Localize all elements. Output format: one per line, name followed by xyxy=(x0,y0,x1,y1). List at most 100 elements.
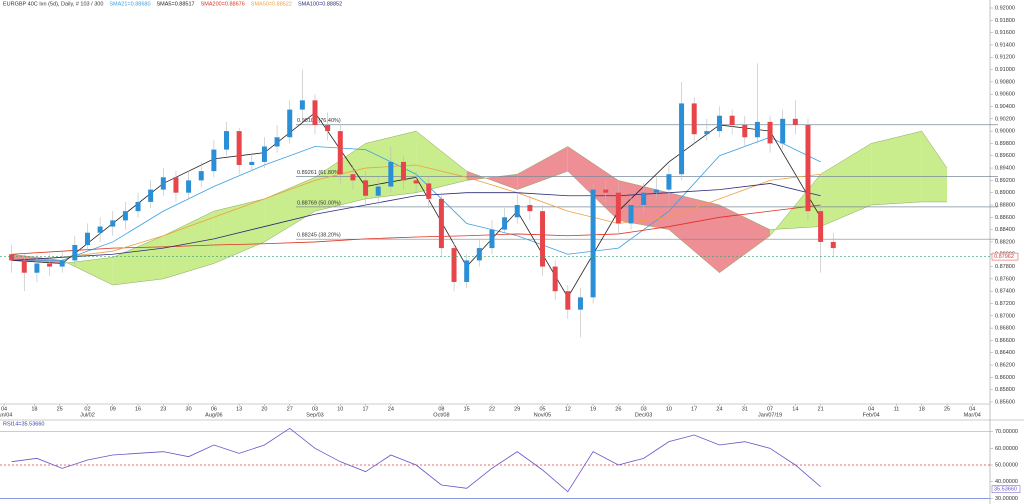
candle-body xyxy=(375,186,381,196)
x-tick-label: 15 xyxy=(464,406,470,412)
legend-label: SMA200=0.88676 xyxy=(201,1,245,7)
candle-body xyxy=(818,211,824,242)
x-month-label: Dec/03 xyxy=(635,412,652,418)
candle-body xyxy=(110,220,116,227)
candle-body xyxy=(742,124,748,138)
x-tick-label: 25 xyxy=(57,406,63,412)
x-tick-label: 25 xyxy=(944,406,950,412)
rsi-line xyxy=(11,427,821,493)
y-tick-label: 0.88600 xyxy=(995,215,1015,221)
candle-body xyxy=(224,131,230,150)
candle-body xyxy=(236,131,242,165)
fib-label: 0.90103 (76.40%) xyxy=(297,118,341,124)
candle-body xyxy=(198,171,204,181)
candle-body xyxy=(704,131,710,135)
x-tick-label: 16 xyxy=(135,406,141,412)
x-tick-label: 06 xyxy=(211,406,217,412)
y-tick-label: 0.89000 xyxy=(995,190,1015,196)
candle-body xyxy=(148,189,154,202)
candle-body xyxy=(603,189,609,193)
candle-body xyxy=(426,183,432,199)
candle-body xyxy=(413,180,419,184)
candle-body xyxy=(780,118,786,144)
x-tick-label: 08 xyxy=(438,406,444,412)
candle-body xyxy=(274,137,280,147)
candle-body xyxy=(122,211,128,221)
x-tick-label: 04 xyxy=(969,406,975,412)
y-tick-label: 0.91000 xyxy=(995,67,1015,73)
y-tick-label: 0.88800 xyxy=(995,202,1015,208)
candle-body xyxy=(590,189,596,298)
x-tick-label: 29 xyxy=(514,406,520,412)
x-tick-label: 19 xyxy=(590,406,596,412)
y-tick-label: 0.86200 xyxy=(995,363,1015,369)
candle-body xyxy=(540,211,546,267)
y-tick-label: 0.85600 xyxy=(995,399,1015,405)
fib-label: 0.88245 (38.20%) xyxy=(297,233,341,239)
x-tick-label: 09 xyxy=(110,406,116,412)
y-tick-label: 0.91800 xyxy=(995,18,1015,24)
candle-body xyxy=(805,124,811,212)
candle-body xyxy=(337,131,343,175)
candle-body xyxy=(173,177,179,193)
x-month-label: Mar/04 xyxy=(964,412,981,418)
y-tick-label: 0.89200 xyxy=(995,178,1015,184)
x-tick-label: 04 xyxy=(1,406,7,412)
candle-body xyxy=(350,174,356,181)
candle-body xyxy=(34,263,40,273)
y-tick-label: 0.90800 xyxy=(995,79,1015,85)
cloud-segment xyxy=(871,131,922,205)
candle-body xyxy=(716,115,722,132)
candle-body xyxy=(514,205,520,218)
candle-body xyxy=(527,205,533,212)
candle-body xyxy=(9,254,15,261)
candle-body xyxy=(299,100,305,110)
chart-title: EURGBP 40C Ixn (5d), Daily, # 103 / 300 xyxy=(3,1,103,7)
x-month-label: Aug/06 xyxy=(205,412,222,418)
y-tick-label: 0.90200 xyxy=(995,116,1015,122)
x-month-label: Oct/08 xyxy=(433,412,449,418)
candle-body xyxy=(552,266,558,292)
candle-body xyxy=(160,177,166,190)
x-tick-label: 11 xyxy=(894,406,900,412)
last-price-label: 0.87962 xyxy=(994,254,1014,260)
x-month-label: Jan/07/19 xyxy=(758,412,782,418)
x-tick-label: 03 xyxy=(312,406,318,412)
candle-body xyxy=(464,260,470,282)
candle-body xyxy=(628,205,634,224)
cloud-segment xyxy=(213,198,265,264)
y-tick-label: 0.86800 xyxy=(995,326,1015,332)
x-tick-label: 04 xyxy=(868,406,874,412)
candle-body xyxy=(72,245,78,261)
y-tick-label: 0.91400 xyxy=(995,42,1015,48)
x-tick-label: 27 xyxy=(287,406,293,412)
candle-body xyxy=(729,115,735,125)
candle-body xyxy=(754,121,760,138)
candle-body xyxy=(135,201,141,212)
candle-body xyxy=(97,226,103,233)
x-tick-label: 12 xyxy=(565,406,571,412)
overlay-line xyxy=(11,164,821,261)
legend-label: SMA100=0.88852 xyxy=(298,1,342,7)
x-tick-label: 03 xyxy=(641,406,647,412)
x-month-label: Nov/05 xyxy=(534,412,551,418)
x-tick-label: 18 xyxy=(31,406,37,412)
y-tick-label: 0.86400 xyxy=(995,350,1015,356)
candle-body xyxy=(653,189,659,193)
candle-body xyxy=(577,297,583,310)
y-tick-label: 0.92000 xyxy=(995,5,1015,11)
candle-body xyxy=(641,192,647,205)
candle-body xyxy=(666,174,672,190)
legend-label: SMA21=0.88680 xyxy=(109,1,150,7)
y-tick-label: 0.90600 xyxy=(995,92,1015,98)
x-tick-label: 13 xyxy=(236,406,242,412)
fib-label: 0.89261 (61.80%) xyxy=(297,170,341,176)
y-tick-label: 0.90400 xyxy=(995,104,1015,110)
overlay-line xyxy=(11,183,821,261)
y-tick-label: 0.87000 xyxy=(995,313,1015,319)
candle-body xyxy=(325,124,331,132)
candle-body xyxy=(400,161,406,181)
candle-body xyxy=(21,260,27,273)
legend-label: SMA5=0.88517 xyxy=(157,1,195,7)
